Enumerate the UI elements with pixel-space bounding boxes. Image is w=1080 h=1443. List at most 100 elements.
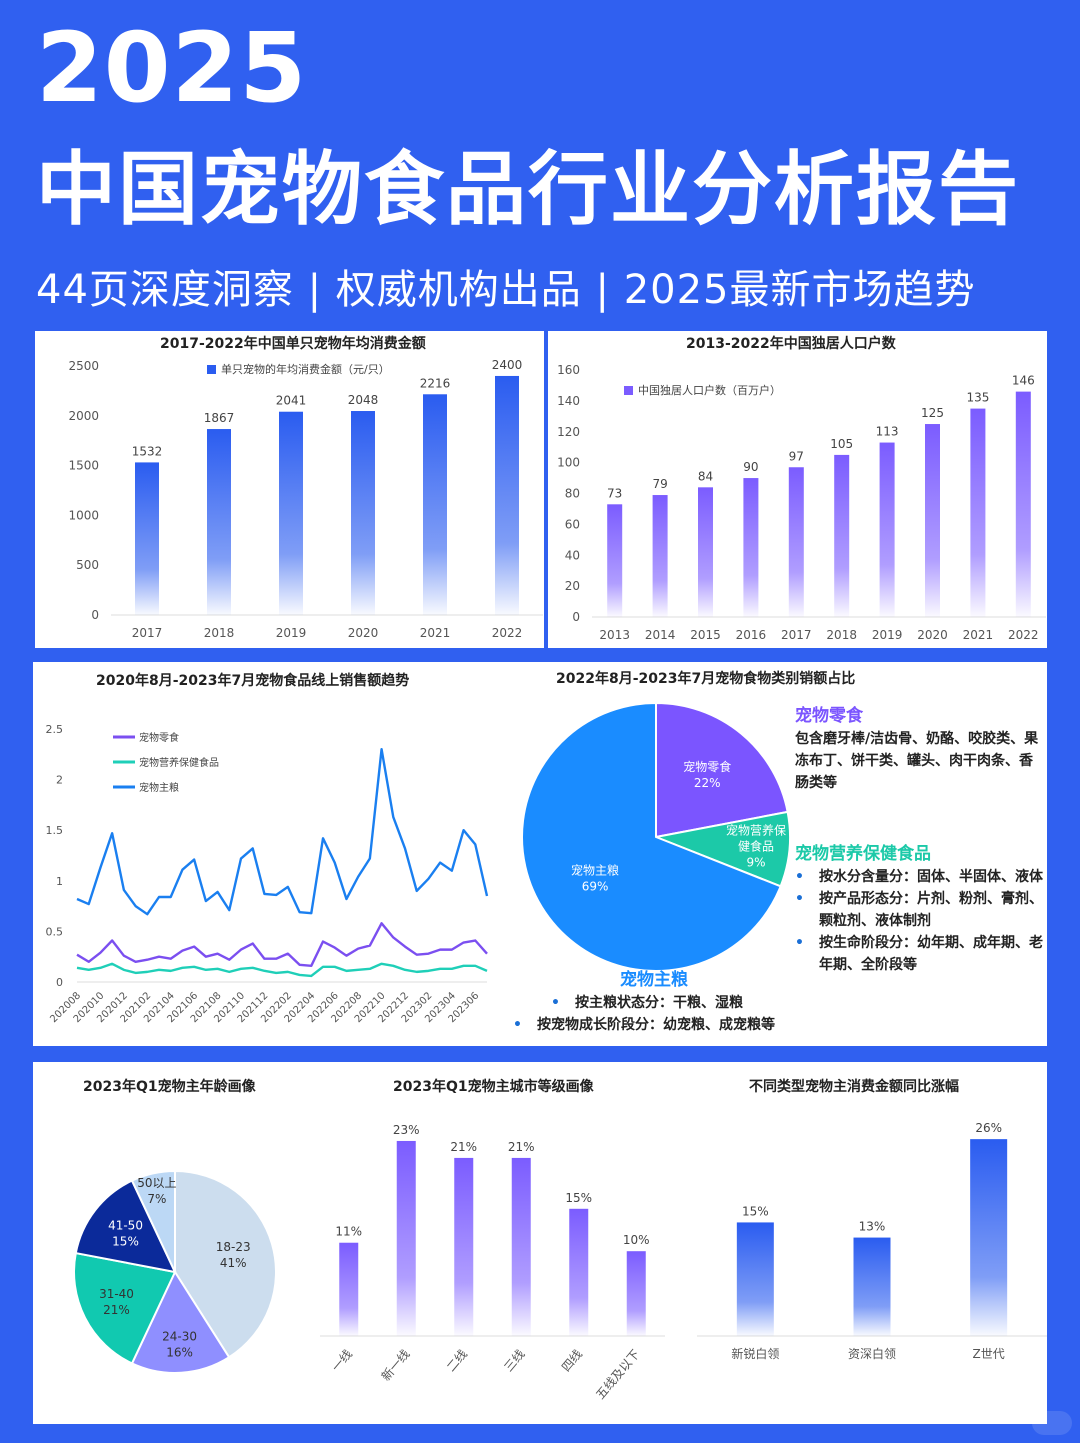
bar-value-label: 79: [652, 477, 667, 491]
bar: [569, 1208, 589, 1336]
legend-label: 中国独居人口户数（百万户）: [638, 383, 781, 397]
pie-slice: [130, 1269, 231, 1374]
pie-slice-label: 宠物零食: [683, 759, 731, 774]
x-tick-label: 2014: [645, 628, 676, 642]
bar-value-label: 2048: [348, 393, 379, 407]
pie-slice-label: 41%: [220, 1256, 247, 1270]
note-snack-text: 包含磨牙棒/洁齿骨、奶酪、咬胶类、果冻布丁、饼干类、罐头、肉干肉条、香肠类等: [795, 731, 1039, 791]
pie-slice: [73, 1251, 177, 1365]
pie-slice-label: 宠物营养保: [726, 822, 786, 837]
bar-value-label: 105: [830, 437, 853, 451]
bar-value-label: 11%: [335, 1225, 362, 1239]
pie-slice-label: 21%: [103, 1303, 130, 1317]
x-tick-label: 二线: [444, 1347, 470, 1374]
y-tick-label: 60: [565, 517, 580, 531]
note-snack: 宠物零食 包含磨牙棒/洁齿骨、奶酪、咬胶类、果冻布丁、饼干类、罐头、肉干肉条、香…: [795, 704, 1045, 794]
y-tick-label: 2.5: [46, 723, 64, 736]
pie-slice-label: 31-40: [99, 1287, 134, 1301]
bar-value-label: 84: [698, 469, 713, 483]
panel-owner-profile: 2023年Q1宠物主年龄画像 18-23 41% 24-30 16% 31-40 21% 4…: [33, 1062, 1047, 1424]
x-tick-label: 2013: [599, 628, 630, 642]
bar: [135, 462, 159, 615]
x-tick-label: 2019: [872, 628, 903, 642]
y-tick-label: 1.5: [46, 824, 64, 837]
bar: [879, 442, 895, 617]
y-tick-label: 0: [56, 976, 63, 989]
chart-title: 不同类型宠物主消费金额同比涨幅: [749, 1079, 959, 1095]
legend-label: 宠物零食: [139, 731, 179, 744]
panel-sales-and-share: 2020年8月-2023年7月宠物食品线上销售额趋势 0 0.5 1 1.5 2 2.5 2…: [33, 662, 1047, 1046]
report-year: 2025: [36, 12, 308, 124]
x-tick-label: 2019: [276, 626, 307, 640]
chart-title: 2022年8月-2023年7月宠物食物类别销额占比: [556, 671, 856, 687]
pie-slice-label: 50以上: [137, 1176, 176, 1190]
legend-swatch: [624, 386, 633, 395]
bar: [788, 467, 804, 617]
pie-slice-label: 16%: [166, 1346, 193, 1360]
x-tick-label: 2021: [963, 628, 994, 642]
bar-value-label: 135: [966, 391, 989, 405]
y-tick-label: 2: [56, 774, 63, 787]
pie-slice-label: 18-23: [216, 1240, 251, 1254]
panel-single-households: 2013-2022年中国独居人口户数 0 20 40 60 80 100 120 140 160…: [548, 331, 1047, 648]
y-tick-label: 1: [56, 875, 63, 888]
bar-value-label: 73: [607, 486, 622, 500]
pie-slice-label: 69%: [582, 879, 609, 893]
bar-value-label: 10%: [623, 1233, 650, 1247]
bar: [511, 1157, 531, 1336]
note-staple-bullet: 按主粮状态分：干粮、湿粮: [551, 992, 809, 1014]
y-tick-label: 140: [557, 394, 580, 408]
bar-value-label: 2400: [492, 358, 523, 372]
y-tick-label: 2500: [68, 359, 99, 373]
pie-chart-owner-age: 18-23 41% 24-30 16% 31-40 21% 41-50 15% 50以上 7%: [73, 1169, 277, 1374]
legend-swatch: [207, 365, 216, 374]
x-tick-label: 2022: [1008, 628, 1039, 642]
bar: [423, 394, 447, 615]
chart-title: 2023年Q1宠物主城市等级画像: [393, 1079, 594, 1095]
bar: [698, 487, 713, 617]
note-health-bullet: 按水分含量分：固体、半固体、液体: [795, 866, 1045, 888]
bar-value-label: 1532: [132, 444, 163, 458]
line-chart-online-sales: 00.511.522.52020082020102020122021022021…: [46, 723, 489, 1025]
bar-value-label: 13%: [859, 1220, 886, 1234]
chart-title: 2017-2022年中国单只宠物年均消费金额: [160, 336, 426, 352]
bar: [495, 375, 519, 615]
x-tick-label: 2017: [781, 628, 812, 642]
note-health-bullet: 按产品形态分：片剂、粉剂、膏剂、颗粒剂、液体制剂: [795, 888, 1045, 932]
x-tick-label: 四线: [559, 1347, 585, 1374]
pie-slice: [74, 1179, 177, 1274]
pie-slice-label: 9%: [747, 855, 766, 869]
report-subtitle: 44页深度洞察 | 权威机构出品 | 2025最新市场趋势: [36, 267, 976, 313]
y-tick-label: 1000: [68, 508, 99, 522]
y-tick-label: 100: [557, 456, 580, 470]
bar-value-label: 26%: [975, 1121, 1002, 1135]
y-tick-label: 2000: [68, 409, 99, 423]
bar: [607, 504, 623, 617]
bar: [279, 411, 303, 615]
x-tick-label: 2021: [420, 626, 451, 640]
chart-title: 2020年8月-2023年7月宠物食品线上销售额趋势: [96, 673, 410, 689]
bar-value-label: 125: [921, 406, 944, 420]
note-health-bullet: 按生命阶段分：幼年期、成年期、老年期、全阶段等: [795, 932, 1045, 976]
x-tick-label: 新一线: [378, 1346, 413, 1383]
bar-value-label: 90: [743, 460, 758, 474]
legend-label: 宠物主粮: [139, 781, 179, 794]
pie-slice-label: 健食品: [738, 838, 774, 853]
y-tick-label: 20: [565, 579, 580, 593]
y-tick-label: 500: [76, 558, 99, 572]
report-title: 中国宠物食品行业分析报告: [36, 143, 1020, 236]
y-tick-label: 0: [91, 608, 99, 622]
y-tick-label: 0: [572, 610, 580, 624]
y-tick-label: 120: [557, 425, 580, 439]
line-series: [76, 922, 488, 968]
pie-slice-label: 24-30: [162, 1330, 197, 1344]
y-tick-label: 80: [565, 487, 580, 501]
watermark-badge: [1032, 1411, 1072, 1435]
bar-value-label: 113: [876, 425, 899, 439]
x-tick-label: 新锐白领: [731, 1346, 779, 1361]
bar: [454, 1157, 474, 1336]
line-series: [76, 748, 489, 916]
chart-title: 2023年Q1宠物主年龄画像: [83, 1079, 256, 1095]
x-tick-label: 资深白领: [848, 1346, 896, 1361]
x-tick-label: 2016: [736, 628, 767, 642]
